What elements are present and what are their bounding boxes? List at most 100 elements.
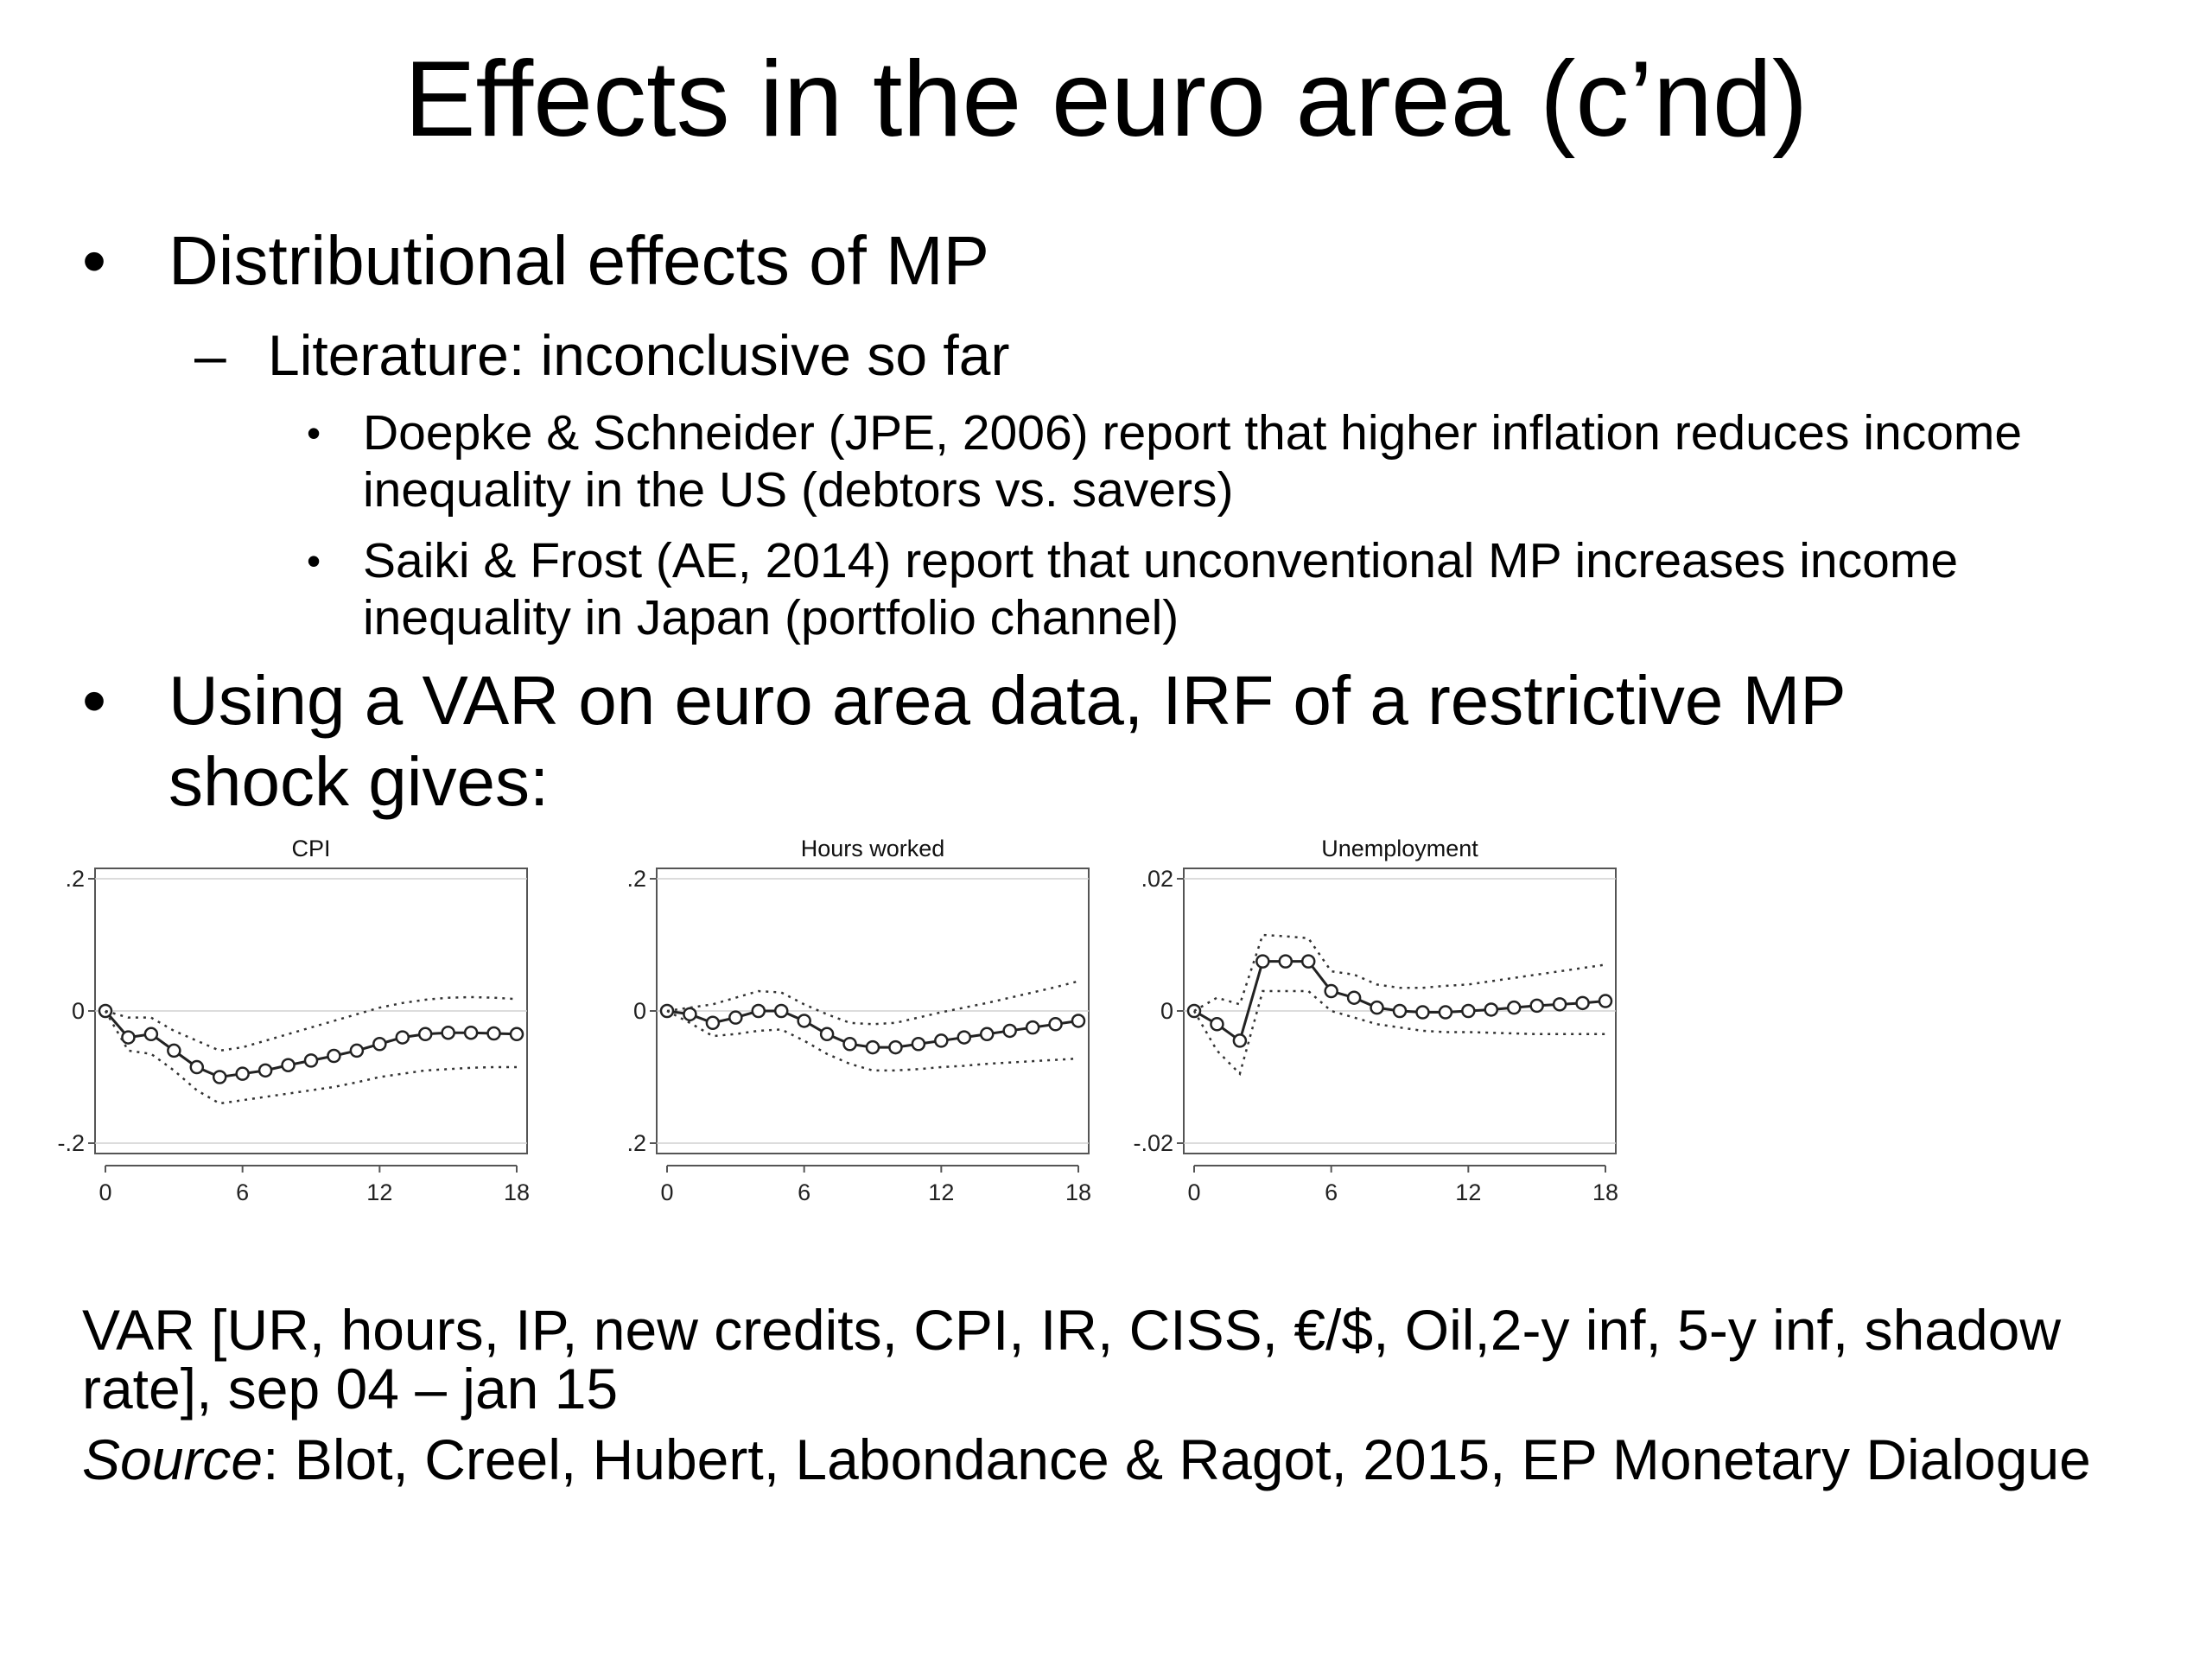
subbullet-text: Literature: inconclusive so far	[268, 323, 1010, 387]
x-tick-label: 0	[99, 1179, 111, 1205]
x-tick-label: 6	[236, 1179, 249, 1205]
irf-point	[235, 1066, 250, 1081]
irf-point	[212, 1070, 227, 1084]
source-text: : Blot, Creel, Hubert, Labondance & Rago…	[263, 1427, 2091, 1491]
irf-point	[1529, 998, 1544, 1014]
irf-point	[395, 1030, 410, 1045]
x-tick-label: 18	[1592, 1179, 1618, 1205]
irf-point	[911, 1037, 926, 1052]
irf-point	[372, 1037, 387, 1052]
chart-title: CPI	[291, 836, 330, 861]
bullet-text: Distributional effects of MP	[168, 222, 990, 299]
irf-point	[751, 1003, 766, 1019]
source-label: Source	[82, 1427, 264, 1491]
irf-point	[1071, 1014, 1086, 1028]
chart-cpi-svg: CPI .2 0 -.2 0 6 12 18	[57, 836, 530, 1205]
slide-title: Effects in the euro area (c’nd)	[404, 40, 1808, 159]
chart-title: Hours worked	[801, 836, 945, 861]
confidence-band-lower	[666, 1009, 1079, 1072]
irf-point	[1415, 1005, 1430, 1020]
confidence-band-lower	[1192, 989, 1605, 1077]
chart-hours-worked: Hours worked .2 0 .2 0 6 12 18	[605, 825, 1106, 1231]
x-tick-label: 12	[1455, 1179, 1481, 1205]
irf-point	[1575, 995, 1590, 1011]
irf-point	[888, 1039, 903, 1055]
irf-point	[281, 1058, 296, 1072]
irf-point	[463, 1025, 479, 1040]
irf-point	[1025, 1020, 1040, 1035]
irf-point	[979, 1027, 995, 1042]
x-tick-label: 12	[928, 1179, 954, 1205]
bullet-glyph: •	[82, 662, 107, 739]
confidence-band-upper	[1193, 933, 1606, 1013]
y-tick-label: .2	[626, 866, 646, 892]
confidence-band-upper	[105, 995, 518, 1052]
irf-point	[167, 1043, 181, 1058]
irf-point	[683, 1007, 697, 1022]
irf-point	[1506, 1000, 1522, 1015]
irf-line	[1193, 960, 1606, 1043]
irf-point	[257, 1063, 273, 1078]
bullet-glyph: •	[307, 538, 321, 583]
irf-point	[1210, 1017, 1224, 1032]
irf-point	[1002, 1023, 1017, 1039]
bullet-glyph: •	[82, 222, 107, 299]
chart-title: Unemployment	[1321, 836, 1478, 861]
irf-point	[1278, 954, 1294, 969]
y-tick-label: 0	[1160, 998, 1173, 1024]
subsub-item-text: Saiki & Frost (AE, 2014) report that unc…	[363, 533, 1959, 645]
irf-point	[417, 1027, 433, 1042]
y-tick-label: 0	[633, 998, 646, 1024]
irf-point	[705, 1015, 721, 1031]
irf-point	[1232, 1033, 1248, 1048]
irf-point	[327, 1048, 341, 1064]
irf-point	[819, 1027, 835, 1042]
irf-point	[143, 1027, 159, 1042]
irf-point	[1552, 997, 1567, 1012]
irf-point	[1370, 1000, 1384, 1015]
irf-point	[509, 1027, 524, 1042]
chart-unemployment: Unemployment .02 0 -.02 0 6 12 18	[1132, 825, 1633, 1231]
irf-point	[934, 1033, 949, 1048]
irf-point	[1048, 1017, 1063, 1032]
irf-point	[957, 1030, 972, 1045]
irf-point	[1346, 990, 1362, 1005]
y-tick-label: 0	[72, 998, 85, 1024]
y-tick-label: .02	[1141, 866, 1173, 892]
irf-point	[1300, 954, 1316, 969]
irf-point	[349, 1043, 365, 1058]
irf-point	[797, 1014, 811, 1028]
subsub-item-text: Doepke & Schneider (JPE, 2006) report th…	[363, 405, 2023, 518]
irf-point	[303, 1053, 319, 1068]
y-tick-label: .2	[65, 866, 85, 892]
chart-unemployment-svg: Unemployment .02 0 -.02 0 6 12 18	[1133, 836, 1618, 1205]
x-tick-label: 0	[1187, 1179, 1200, 1205]
irf-point	[773, 1003, 789, 1019]
y-tick-label: -.02	[1133, 1130, 1173, 1156]
irf-point	[728, 1010, 743, 1025]
y-tick-label: .2	[626, 1130, 646, 1156]
irf-point	[1598, 994, 1613, 1008]
irf-point	[865, 1039, 880, 1055]
x-tick-label: 12	[366, 1179, 392, 1205]
irf-point	[441, 1025, 455, 1040]
x-tick-label: 0	[660, 1179, 673, 1205]
bullet-text: Using a VAR on euro area data, IRF of a …	[168, 662, 1846, 820]
dash-glyph: –	[194, 323, 226, 387]
irf-point	[1438, 1005, 1453, 1020]
irf-point	[1484, 1002, 1499, 1017]
irf-point	[121, 1030, 136, 1045]
chart-cpi: CPI .2 0 -.2 0 6 12 18	[43, 825, 544, 1231]
x-tick-label: 6	[1325, 1179, 1338, 1205]
var-specification-note: VAR [UR, hours, IP, new credits, CPI, IR…	[82, 1298, 2062, 1421]
irf-point	[1255, 954, 1270, 969]
y-tick-label: -.2	[57, 1130, 85, 1156]
source-line: Source: Blot, Creel, Hubert, Labondance …	[82, 1430, 2113, 1489]
chart-hours-worked-svg: Hours worked .2 0 .2 0 6 12 18	[626, 836, 1091, 1205]
irf-point	[1392, 1003, 1408, 1019]
irf-point	[189, 1059, 205, 1075]
x-tick-label: 18	[504, 1179, 530, 1205]
irf-point	[842, 1037, 857, 1052]
x-tick-label: 18	[1065, 1179, 1091, 1205]
irf-point	[1324, 983, 1338, 999]
